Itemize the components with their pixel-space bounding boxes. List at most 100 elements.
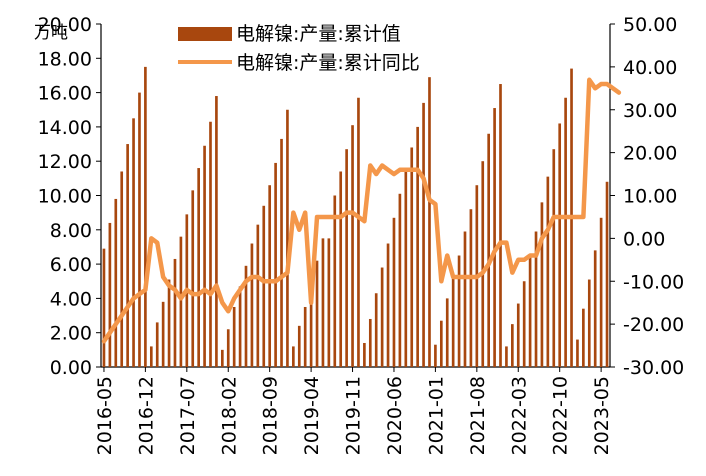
y-left-tick-label: 6.00 (50, 254, 92, 276)
x-tick-label: 2020-06 (384, 376, 406, 455)
y-left-tick-label: 18.00 (38, 48, 92, 70)
legend-line-label: 电解镍:产量:累计同比 (236, 52, 420, 74)
bar (303, 306, 307, 367)
bars-layer (102, 66, 609, 368)
bar (315, 260, 319, 367)
bar (457, 255, 461, 367)
bar (209, 121, 212, 367)
bar (132, 118, 135, 367)
bar (161, 301, 165, 367)
x-tick-label: 2016-12 (135, 376, 157, 455)
bar (416, 126, 419, 368)
x-tick-label: 2021-01 (425, 376, 447, 455)
x-tick-label: 2019-11 (343, 376, 365, 455)
bar (374, 293, 378, 367)
bar (511, 324, 514, 368)
bar (398, 193, 402, 367)
y-right-tick-label: 20.00 (623, 143, 677, 165)
bar (434, 344, 437, 367)
bar (126, 144, 129, 367)
bar (540, 202, 544, 367)
bar (368, 318, 372, 367)
bar (546, 176, 550, 367)
bar (321, 238, 325, 368)
x-tick-label: 2019-04 (301, 376, 323, 455)
bar (404, 171, 408, 367)
bar (138, 92, 141, 367)
y-right-tick-label: 0.00 (623, 228, 665, 250)
bar (155, 322, 159, 367)
legend: 电解镍:产量:累计值 电解镍:产量:累计同比 (178, 23, 420, 74)
legend-bar-label: 电解镍:产量:累计值 (236, 23, 401, 45)
bar (256, 224, 260, 367)
bar (191, 190, 195, 367)
bar (268, 185, 272, 367)
x-tick-label: 2023-05 (591, 376, 613, 455)
bar (487, 133, 490, 367)
bar (445, 298, 449, 367)
bar (244, 265, 248, 367)
bar (292, 346, 295, 367)
bar (221, 349, 224, 367)
bar (280, 138, 283, 367)
bar (120, 171, 124, 367)
bar (262, 205, 266, 367)
bar (149, 346, 153, 367)
legend-bar-swatch (178, 27, 232, 41)
bar (226, 329, 230, 367)
bar (215, 96, 218, 367)
x-tick-label: 2017-07 (177, 376, 199, 455)
bar (582, 308, 585, 367)
y-right-tick-label: 50.00 (623, 14, 677, 36)
bar (558, 123, 562, 367)
bar (505, 346, 508, 367)
bar (173, 258, 177, 367)
y-left-tick-label: 14.00 (38, 117, 92, 139)
bar (102, 248, 106, 367)
bar (422, 102, 425, 367)
y-right-tick-label: 40.00 (623, 57, 677, 79)
bar (439, 320, 443, 367)
bar (605, 181, 609, 367)
x-tick-label: 2021-08 (467, 376, 489, 455)
bar (451, 276, 455, 367)
bar (363, 342, 366, 367)
x-tick-label: 2018-09 (260, 376, 282, 455)
y-right-tick-label: -20.00 (623, 314, 684, 336)
y-left-tick-label: 8.00 (50, 220, 92, 242)
bar (493, 108, 496, 367)
bar (345, 149, 348, 367)
y-left-tick-label: 10.00 (38, 186, 92, 208)
bar (167, 279, 171, 367)
y-left-tick-label: 12.00 (38, 151, 92, 173)
bar (386, 243, 390, 367)
y-left-tick-label: 20.00 (38, 14, 92, 36)
bar (587, 279, 591, 367)
bar (564, 97, 567, 367)
bar (499, 84, 502, 367)
bar (469, 209, 473, 367)
bar (250, 243, 254, 367)
bar (179, 236, 183, 367)
y-left-tick-label: 2.00 (50, 323, 92, 345)
bar (534, 231, 538, 367)
bar (410, 147, 414, 367)
bar (333, 195, 337, 367)
bar (108, 222, 112, 367)
x-tick-label: 2022-03 (508, 376, 530, 455)
bar (522, 281, 526, 367)
bar (238, 286, 242, 367)
bar (599, 217, 603, 367)
bar (339, 171, 343, 367)
bar (286, 109, 289, 367)
x-tick-label: 2018-02 (218, 376, 240, 455)
x-tick-label: 2016-05 (94, 376, 116, 455)
y-left-tick-label: 16.00 (38, 83, 92, 105)
y-right-tick-label: -10.00 (623, 271, 684, 293)
bar (552, 149, 556, 367)
line-layer (101, 77, 622, 344)
unit-label: 万吨 (34, 23, 68, 43)
bar (593, 250, 597, 367)
bar (516, 303, 520, 367)
